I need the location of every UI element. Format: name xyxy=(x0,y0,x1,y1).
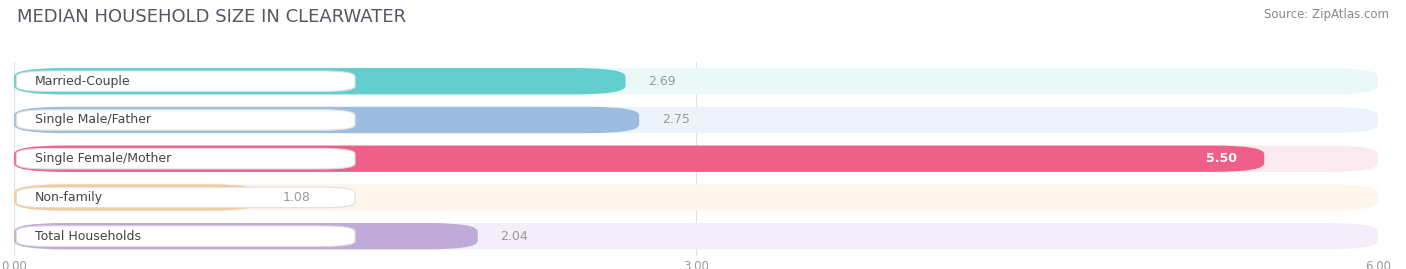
FancyBboxPatch shape xyxy=(14,107,640,133)
FancyBboxPatch shape xyxy=(14,223,478,249)
Text: 5.50: 5.50 xyxy=(1206,152,1237,165)
FancyBboxPatch shape xyxy=(14,146,1378,172)
Text: Single Male/Father: Single Male/Father xyxy=(35,114,150,126)
FancyBboxPatch shape xyxy=(14,107,1378,133)
FancyBboxPatch shape xyxy=(14,68,1378,94)
Text: 2.69: 2.69 xyxy=(648,75,676,88)
Text: MEDIAN HOUSEHOLD SIZE IN CLEARWATER: MEDIAN HOUSEHOLD SIZE IN CLEARWATER xyxy=(17,8,406,26)
Text: Source: ZipAtlas.com: Source: ZipAtlas.com xyxy=(1264,8,1389,21)
FancyBboxPatch shape xyxy=(17,187,354,208)
Text: 2.75: 2.75 xyxy=(662,114,690,126)
Text: Married-Couple: Married-Couple xyxy=(35,75,131,88)
FancyBboxPatch shape xyxy=(17,148,354,169)
FancyBboxPatch shape xyxy=(14,223,1378,249)
FancyBboxPatch shape xyxy=(17,226,354,246)
FancyBboxPatch shape xyxy=(14,146,1264,172)
FancyBboxPatch shape xyxy=(14,184,260,211)
Text: Non-family: Non-family xyxy=(35,191,103,204)
FancyBboxPatch shape xyxy=(14,184,1378,211)
FancyBboxPatch shape xyxy=(14,68,626,94)
Text: 2.04: 2.04 xyxy=(501,230,529,243)
FancyBboxPatch shape xyxy=(17,110,354,130)
Text: Single Female/Mother: Single Female/Mother xyxy=(35,152,170,165)
FancyBboxPatch shape xyxy=(17,71,354,91)
Text: Total Households: Total Households xyxy=(35,230,141,243)
Text: 1.08: 1.08 xyxy=(283,191,311,204)
